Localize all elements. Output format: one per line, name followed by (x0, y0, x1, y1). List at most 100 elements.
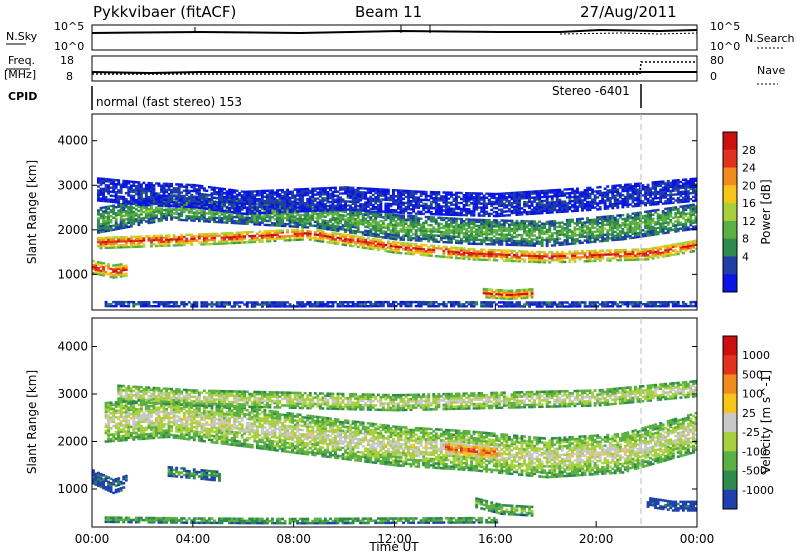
data-cell (656, 222, 660, 226)
data-cell (429, 252, 433, 255)
data-cell (228, 208, 231, 212)
data-cell (598, 234, 602, 237)
data-cell (296, 238, 300, 241)
data-cell (386, 216, 390, 220)
data-cell (545, 238, 549, 242)
data-cell (686, 220, 690, 223)
data-cell (278, 237, 282, 240)
data-cell (117, 199, 121, 202)
data-cell (379, 239, 383, 242)
data-cell (626, 233, 630, 236)
data-cell (457, 247, 461, 250)
data-cell (351, 231, 355, 235)
data-cell (467, 226, 471, 229)
data-cell (462, 249, 466, 252)
data-cell (384, 232, 388, 235)
data-cell (409, 190, 413, 193)
data-cell (361, 195, 365, 198)
data-cell (306, 199, 310, 203)
data-cell (162, 186, 166, 189)
data-cell (558, 256, 562, 260)
data-cell (399, 224, 403, 227)
data-cell (248, 192, 252, 195)
data-cell (414, 223, 418, 226)
data-cell (134, 218, 138, 221)
data-cell (155, 198, 158, 201)
data-cell (291, 192, 294, 195)
data-cell (129, 237, 133, 241)
data-cell (170, 212, 173, 215)
data-cell (634, 222, 637, 225)
data-cell (475, 200, 479, 203)
data-cell (112, 194, 116, 198)
data-cell (485, 204, 489, 207)
data-cell (409, 238, 413, 242)
data-cell (492, 243, 496, 246)
data-cell (291, 234, 294, 238)
data-cell (392, 249, 395, 252)
data-cell (112, 190, 116, 194)
data-cell (689, 204, 693, 207)
data-cell (654, 246, 657, 250)
data-cell (185, 209, 189, 212)
data-cell (462, 203, 466, 207)
data-cell (505, 255, 509, 258)
data-cell (601, 237, 605, 241)
data-cell (558, 243, 562, 246)
data-cell (442, 209, 446, 212)
data-cell (276, 233, 279, 236)
data-cell (351, 225, 355, 229)
data-cell (538, 232, 542, 235)
data-cell (253, 200, 257, 203)
data-cell (646, 250, 650, 253)
data-cell (422, 249, 426, 253)
data-cell (581, 221, 584, 224)
data-cell (162, 202, 166, 205)
data-cell (523, 252, 526, 255)
data-cell (452, 235, 456, 238)
data-cell (429, 218, 433, 221)
data-cell (669, 246, 673, 249)
data-cell (303, 226, 307, 229)
data-cell (346, 217, 350, 220)
data-cell (349, 208, 352, 211)
data-cell (578, 221, 582, 225)
data-cell (346, 196, 350, 199)
data-cell (258, 189, 262, 193)
data-cell (134, 185, 138, 188)
data-cell (202, 220, 206, 223)
data-cell (460, 219, 463, 223)
data-cell (379, 211, 383, 215)
data-cell (175, 208, 179, 211)
data-cell (409, 204, 413, 207)
data-cell (202, 214, 206, 217)
data-cell (99, 224, 103, 228)
data-cell (437, 226, 441, 229)
data-cell (356, 226, 360, 229)
data-cell (117, 246, 121, 249)
data-cell (661, 228, 665, 231)
data-cell (137, 197, 141, 200)
data-cell (359, 236, 363, 239)
data-cell (177, 240, 181, 243)
data-cell (379, 192, 383, 195)
data-cell (427, 215, 431, 219)
data-cell (220, 211, 224, 214)
data-cell (326, 241, 330, 244)
data-cell (371, 207, 375, 211)
data-cell (407, 197, 410, 201)
data-cell (238, 239, 242, 242)
data-cell (417, 204, 421, 207)
data-cell (626, 213, 630, 216)
data-cell (170, 182, 173, 186)
data-cell (230, 239, 234, 243)
data-cell (686, 228, 690, 231)
data-cell (603, 217, 607, 220)
data-cell (250, 196, 254, 199)
data-cell (265, 213, 269, 217)
data-cell (424, 221, 428, 225)
data-cell (250, 192, 254, 195)
data-cell (323, 225, 327, 229)
data-cell (502, 235, 506, 238)
data-cell (240, 222, 244, 225)
